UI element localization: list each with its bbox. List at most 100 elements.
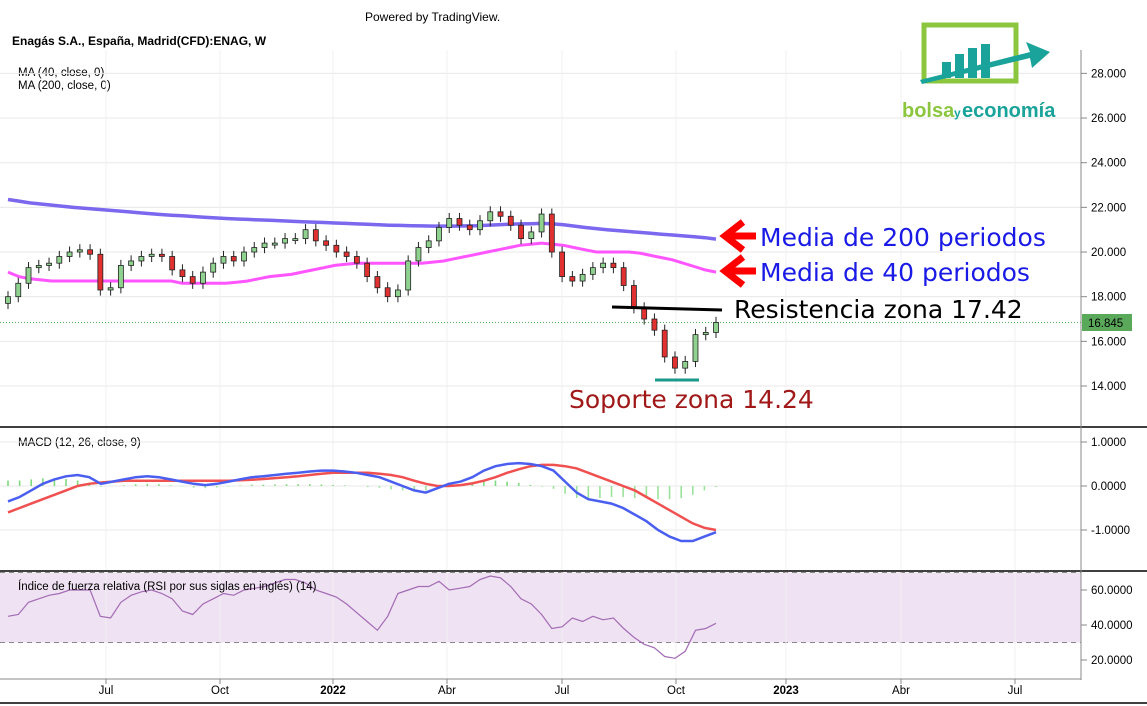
candle-body <box>446 218 453 228</box>
candle-body <box>5 296 11 304</box>
time-tick-label: Oct <box>667 685 686 697</box>
candle-body <box>66 251 73 257</box>
time-tick-label: Jul <box>1008 685 1023 697</box>
candle-body <box>405 260 412 291</box>
symbol-title: Enagás S.A., España, Madrid(CFD):ENAG, W <box>12 34 267 48</box>
candle-body <box>651 318 658 331</box>
candle-body <box>548 213 555 253</box>
candle-body <box>261 242 268 248</box>
candle-body <box>241 251 247 262</box>
macd-legend: MACD (12, 26, close, 9) <box>18 437 141 449</box>
time-tick-label: 2023 <box>773 685 799 697</box>
candle-body <box>661 329 668 358</box>
candle-body <box>189 276 196 284</box>
time-tick-label: Jul <box>555 685 570 697</box>
candle-body <box>518 224 524 240</box>
time-tick-label: Jul <box>99 685 114 697</box>
candle-body <box>56 256 63 264</box>
price-tick-label: 26.000 <box>1091 113 1126 125</box>
macd-histogram <box>7 478 717 500</box>
candle-body <box>46 262 52 266</box>
candle-body <box>672 356 678 369</box>
candle-body <box>230 256 237 262</box>
macd-tick-label: 1.0000 <box>1091 437 1126 449</box>
price-tick-label: 18.000 <box>1091 292 1126 304</box>
candle-body <box>15 282 22 298</box>
logo-text-small: y <box>954 106 961 120</box>
candle-body <box>138 256 145 262</box>
candle-body <box>35 265 42 269</box>
ma40-annotation: Media de 40 periodos <box>760 258 1030 287</box>
time-tick-label: Abr <box>438 685 456 697</box>
ma200-legend: MA (200, close, 0) <box>18 80 111 92</box>
candle-body <box>323 240 329 246</box>
candle-body <box>210 262 217 273</box>
ma200-annotation: Media de 200 periodos <box>760 223 1046 252</box>
price-tick-label: 20.000 <box>1091 247 1126 259</box>
last-price-badge <box>1082 314 1132 331</box>
candle-body <box>282 238 288 244</box>
candle-body <box>415 247 422 262</box>
candle-body <box>538 213 545 233</box>
candle-body <box>395 289 401 298</box>
candles-group <box>5 206 719 374</box>
macd-tick-label: -1.0000 <box>1091 525 1130 537</box>
candle-body <box>487 211 494 222</box>
candle-body <box>631 285 637 309</box>
candle-body <box>251 247 258 253</box>
candle-body <box>312 229 319 242</box>
candle-body <box>25 267 32 284</box>
price-tick-label: 24.000 <box>1091 158 1126 170</box>
time-tick-label: 2022 <box>320 685 346 697</box>
candle-body <box>343 251 350 257</box>
candle-body <box>425 240 432 248</box>
candle-body <box>702 332 709 336</box>
candle-body <box>271 242 278 246</box>
time-tick-label: Abr <box>892 685 910 697</box>
candle-body <box>97 253 104 291</box>
candle-body <box>117 265 124 289</box>
rsi-tick-label: 60.0000 <box>1091 585 1133 597</box>
candle-body <box>159 253 165 257</box>
candle-body <box>76 249 83 253</box>
candle-body <box>579 273 586 282</box>
candle-body <box>456 218 463 226</box>
resistance-annotation: Resistencia zona 17.42 <box>734 295 1023 324</box>
candle-body <box>528 231 535 240</box>
macd-line <box>7 461 717 543</box>
candle-body <box>220 256 227 264</box>
candle-body <box>682 361 689 369</box>
candle-body <box>507 215 514 226</box>
ma200-line <box>7 197 717 241</box>
candle-body <box>148 253 155 257</box>
ma200-arrow-icon <box>719 219 756 253</box>
candle-body <box>374 276 381 289</box>
resistance-line <box>611 305 723 312</box>
candle-body <box>384 287 391 298</box>
candle-body <box>713 322 719 333</box>
candle-body <box>692 334 699 362</box>
candle-body <box>559 251 565 277</box>
candle-body <box>477 220 483 231</box>
candle-body <box>569 276 576 282</box>
candle-body <box>436 227 442 242</box>
ma40-line <box>7 241 717 285</box>
rsi-tick-label: 20.0000 <box>1091 655 1133 667</box>
price-tick-label: 16.000 <box>1091 336 1126 348</box>
ma40-arrow-icon <box>719 254 756 288</box>
powered-by-label: Powered by TradingView. <box>365 10 501 24</box>
support-annotation: Soporte zona 14.24 <box>569 385 814 414</box>
candle-body <box>302 229 309 240</box>
rsi-tick-label: 40.0000 <box>1091 620 1133 632</box>
time-tick-label: Oct <box>211 685 230 697</box>
x-grid: Jul Oct 2022 Abr Jul Oct 2023 Abr Jul <box>99 50 1023 697</box>
price-tick-label: 14.000 <box>1091 381 1126 393</box>
candle-body <box>600 262 607 269</box>
candle-body <box>641 307 648 320</box>
logo-text-end: economía <box>962 100 1056 122</box>
candle-body <box>589 267 596 275</box>
price-tick-label: 28.000 <box>1091 68 1126 80</box>
price-tick-label: 22.000 <box>1091 202 1126 214</box>
candle-body <box>353 256 360 264</box>
candle-body <box>107 287 114 291</box>
